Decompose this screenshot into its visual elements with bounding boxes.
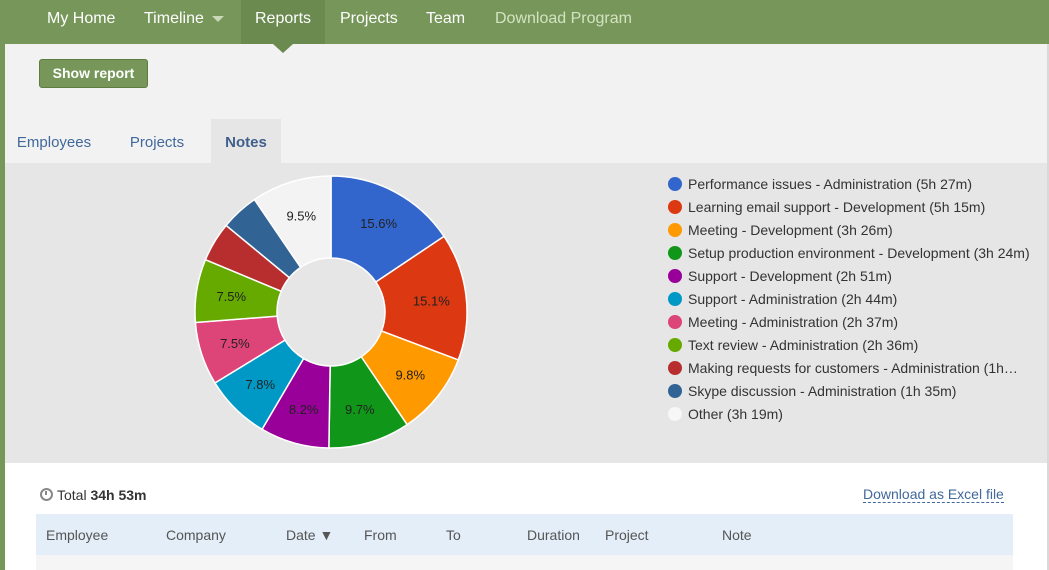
legend-swatch [668,292,682,306]
legend-item[interactable]: Setup production environment - Developme… [668,244,1038,262]
legend-item[interactable]: Text review - Administration (2h 36m) [668,336,1038,354]
download-excel-link[interactable]: Download as Excel file [863,486,1004,503]
legend-label: Learning email support - Development (5h… [688,199,986,215]
nav-download-program[interactable]: Download Program [495,10,632,27]
legend-item[interactable]: Meeting - Administration (2h 37m) [668,313,1038,331]
legend-swatch [668,177,682,191]
slice-data-label: 9.7% [345,402,375,417]
tab-employees[interactable]: Employees [16,134,92,151]
slice-data-label: 15.6% [360,216,397,231]
legend-label: Meeting - Administration (2h 37m) [688,314,899,330]
table-row [36,555,1013,570]
column-company[interactable]: Company [166,527,226,543]
legend-swatch [668,315,682,329]
legend-item[interactable]: Meeting - Development (3h 26m) [668,221,1038,239]
column-from[interactable]: From [364,527,397,543]
nav-team[interactable]: Team [426,10,466,27]
legend-label: Other (3h 19m) [688,406,783,422]
slice-data-label: 9.8% [395,368,425,383]
column-date[interactable]: Date ▼ [286,527,334,543]
column-project[interactable]: Project [605,527,649,543]
legend-label: Setup production environment - Developme… [688,245,1030,261]
pie-slice[interactable] [374,235,468,361]
slice-data-label: 7.5% [216,289,246,304]
column-duration[interactable]: Duration [527,527,580,543]
slice-data-label: 8.2% [289,402,319,417]
total-label: Total [57,487,87,503]
legend-label: Skype discussion - Administration (1h 35… [688,383,957,399]
legend-item[interactable]: Support - Development (2h 51m) [668,267,1038,285]
legend-label: Text review - Administration (2h 36m) [688,337,919,353]
legend-swatch [668,338,682,352]
legend-swatch [668,223,682,237]
top-navigation-bar: My Home Timeline Reports Projects Team D… [0,0,1049,44]
column-note[interactable]: Note [722,527,752,543]
legend-item[interactable]: Other (3h 19m) [668,405,1038,423]
legend-item[interactable]: Learning email support - Development (5h… [668,198,1038,216]
legend-swatch [668,384,682,398]
legend-label: Making requests for customers - Administ… [688,360,1018,376]
total-duration: Total 34h 53m [40,487,147,503]
slice-data-label: 7.5% [220,336,250,351]
show-report-button[interactable]: Show report [39,59,148,88]
legend-label: Support - Development (2h 51m) [688,268,892,284]
tab-notes[interactable]: Notes [211,119,281,163]
chart-legend: Performance issues - Administration (5h … [668,175,1038,428]
pie-slice[interactable] [330,175,446,284]
column-to[interactable]: To [446,527,461,543]
right-border [1047,44,1049,570]
nav-timeline-label: Timeline [144,10,204,27]
slice-data-label: 7.8% [245,377,275,392]
nav-projects[interactable]: Projects [340,10,398,27]
nav-timeline[interactable]: Timeline [144,0,224,44]
slice-data-label: 9.5% [286,208,316,223]
legend-item[interactable]: Performance issues - Administration (5h … [668,175,1038,193]
column-employee[interactable]: Employee [46,527,109,543]
donut-chart: 15.6% 15.1% 9.8% 9.7% 8.2% 7.8% 7.5% 7.5% 9.5% [194,175,468,449]
nav-reports[interactable]: Reports [241,0,325,44]
nav-my-home[interactable]: My Home [47,10,116,27]
chart-panel: 15.6% 15.1% 9.8% 9.7% 8.2% 7.8% 7.5% 7.5% 9.5% P… [5,163,1047,463]
total-value: 34h 53m [90,487,147,503]
legend-label: Meeting - Development (3h 26m) [688,222,893,238]
legend-swatch [668,407,682,421]
table-header: Employee Company Date ▼ From To Duration… [36,514,1013,555]
legend-label: Support - Administration (2h 44m) [688,291,898,307]
legend-swatch [668,200,682,214]
legend-item[interactable]: Skype discussion - Administration (1h 35… [668,382,1038,400]
left-border [0,44,5,570]
active-nav-pointer [273,44,293,53]
legend-item[interactable]: Making requests for customers - Administ… [668,359,1038,377]
legend-item[interactable]: Support - Administration (2h 44m) [668,290,1038,308]
clock-icon [40,488,53,501]
legend-label: Performance issues - Administration (5h … [688,176,972,192]
legend-swatch [668,246,682,260]
slice-data-label: 15.1% [413,293,450,308]
chevron-down-icon[interactable] [211,15,224,22]
legend-swatch [668,269,682,283]
legend-swatch [668,361,682,375]
tab-projects[interactable]: Projects [129,134,185,151]
pie-slice[interactable] [253,175,332,269]
